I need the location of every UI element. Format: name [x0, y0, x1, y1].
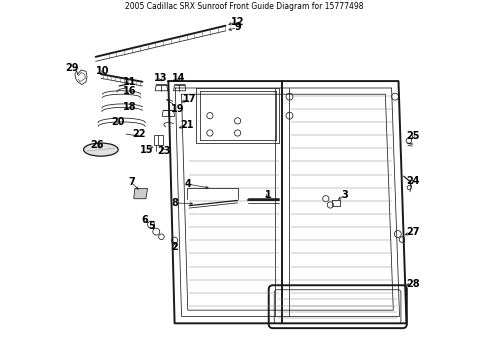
Text: 25: 25: [406, 131, 419, 141]
Text: 22: 22: [132, 129, 145, 139]
Polygon shape: [134, 188, 147, 199]
Text: 18: 18: [122, 102, 136, 112]
Text: 5: 5: [148, 221, 155, 231]
Text: 14: 14: [172, 73, 185, 82]
Text: 6: 6: [141, 215, 148, 225]
Text: 3: 3: [341, 190, 347, 200]
Text: 29: 29: [65, 63, 79, 73]
Text: 16: 16: [122, 86, 136, 96]
Text: 10: 10: [96, 66, 109, 76]
Text: 24: 24: [406, 176, 419, 186]
Text: 4: 4: [184, 179, 191, 189]
Text: 2: 2: [171, 242, 178, 252]
Text: 11: 11: [122, 77, 136, 87]
Text: 12: 12: [230, 17, 244, 27]
Text: 13: 13: [154, 73, 167, 82]
Text: 21: 21: [180, 120, 194, 130]
Text: 1: 1: [264, 190, 271, 199]
Text: 9: 9: [234, 22, 241, 32]
Text: 20: 20: [111, 117, 125, 127]
Text: 28: 28: [406, 279, 419, 288]
Text: 19: 19: [171, 104, 184, 114]
Text: 23: 23: [157, 146, 171, 156]
Title: 2005 Cadillac SRX Sunroof Front Guide Diagram for 15777498: 2005 Cadillac SRX Sunroof Front Guide Di…: [125, 2, 363, 11]
Text: 8: 8: [171, 198, 178, 208]
Text: 27: 27: [406, 226, 419, 237]
Text: 7: 7: [128, 177, 134, 187]
Text: 17: 17: [183, 94, 196, 104]
Text: 15: 15: [140, 145, 153, 155]
Ellipse shape: [83, 143, 118, 156]
Text: 26: 26: [90, 140, 104, 150]
